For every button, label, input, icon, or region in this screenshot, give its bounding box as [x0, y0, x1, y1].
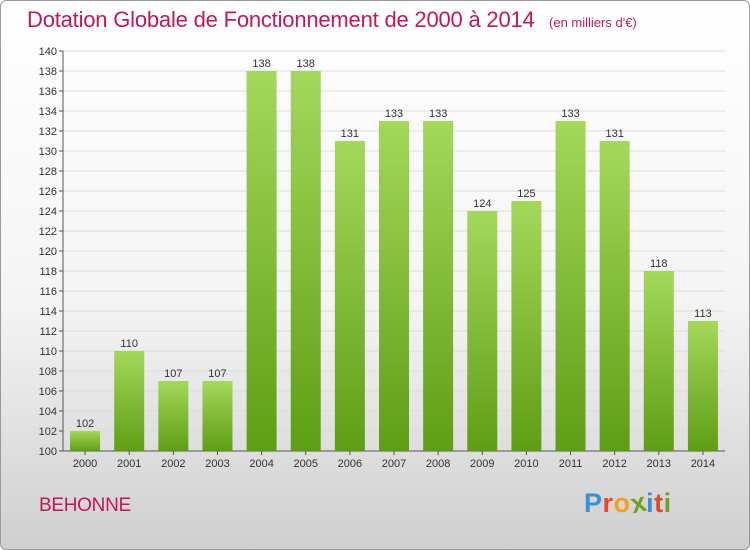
ytick-label: 126	[39, 186, 57, 198]
bar-2005	[290, 71, 321, 451]
xtick-label: 2009	[470, 458, 494, 470]
bar-2011	[555, 121, 586, 451]
logo-letter: i	[646, 488, 655, 518]
data-label: 133	[385, 108, 403, 120]
bar-2006	[334, 141, 365, 451]
proxiti-logo[interactable]: Proxiti	[584, 487, 672, 520]
xtick-label: 2003	[205, 458, 229, 470]
bar-2002	[158, 381, 189, 451]
ytick-label: 106	[39, 386, 57, 398]
xtick-label: 2013	[647, 458, 671, 470]
labels: 2000 102 2001 110 2002 107 2003 107 2004 138 2005 1…	[73, 58, 715, 470]
chart-title: Dotation Globale de Fonctionnement de 20…	[27, 7, 637, 33]
ytick-label: 112	[39, 326, 57, 338]
bar-2014	[687, 321, 718, 451]
commune-name: BEHONNE	[39, 495, 131, 516]
ytick-label: 118	[39, 266, 57, 278]
title-text: Dotation Globale de Fonctionnement de 20…	[27, 7, 535, 32]
bar-2004	[246, 71, 277, 451]
bar-2001	[114, 351, 145, 451]
xtick-label: 2012	[602, 458, 626, 470]
ytick-label: 102	[39, 426, 57, 438]
ytick-label: 138	[39, 66, 57, 78]
bar-2003	[202, 381, 233, 451]
logo-letter: P	[584, 488, 603, 518]
xtick-label: 2004	[249, 458, 273, 470]
xtick-label: 2002	[161, 458, 185, 470]
xtick-label: 2008	[426, 458, 450, 470]
xtick-label: 2014	[691, 458, 715, 470]
ytick-label: 116	[39, 286, 57, 298]
ytick-label: 124	[39, 206, 57, 218]
xtick-label: 2001	[117, 458, 141, 470]
data-label: 107	[208, 368, 226, 380]
data-label: 110	[120, 338, 138, 350]
data-label: 131	[341, 128, 359, 140]
data-label: 124	[473, 198, 491, 210]
data-label: 118	[650, 258, 668, 270]
xtick-label: 2006	[338, 458, 362, 470]
bar-2000	[70, 431, 101, 451]
data-label: 133	[561, 108, 579, 120]
logo-letter: o	[613, 488, 631, 518]
bar-2013	[643, 271, 674, 451]
data-label: 133	[429, 108, 447, 120]
ytick-label: 108	[39, 366, 57, 378]
ytick-label: 140	[39, 46, 57, 58]
bars	[70, 71, 718, 451]
logo-letter: t	[654, 488, 664, 518]
data-label: 138	[252, 58, 270, 70]
logo-letter: r	[602, 488, 614, 518]
bar-2008	[423, 121, 454, 451]
data-label: 125	[517, 188, 535, 200]
title-unit: (en milliers d'€)	[549, 15, 637, 30]
xtick-label: 2011	[559, 458, 583, 470]
bar-2007	[379, 121, 409, 451]
bar-2012	[599, 141, 630, 451]
ytick-label: 128	[39, 166, 57, 178]
xtick-label: 2007	[382, 458, 406, 470]
ytick-label: 132	[39, 126, 57, 138]
ytick-label: 122	[39, 226, 57, 238]
data-label: 113	[694, 308, 712, 320]
ytick-label: 134	[39, 106, 57, 118]
ytick-label: 114	[39, 306, 57, 318]
ytick-label: 130	[39, 146, 57, 158]
ytick-label: 100	[39, 446, 57, 458]
xtick-label: 2005	[293, 458, 317, 470]
ytick-label: 120	[39, 246, 57, 258]
xtick-label: 2000	[73, 458, 97, 470]
data-label: 107	[164, 368, 182, 380]
ytick-label: 136	[39, 86, 57, 98]
ytick-label: 104	[39, 406, 57, 418]
data-label: 102	[76, 418, 94, 430]
data-label: 138	[297, 58, 315, 70]
ytick-label: 110	[39, 346, 57, 358]
bar-2009	[467, 211, 498, 451]
logo-letter: i	[663, 488, 672, 518]
data-label: 131	[605, 128, 623, 140]
bar-2010	[511, 201, 542, 451]
xtick-label: 2010	[514, 458, 538, 470]
